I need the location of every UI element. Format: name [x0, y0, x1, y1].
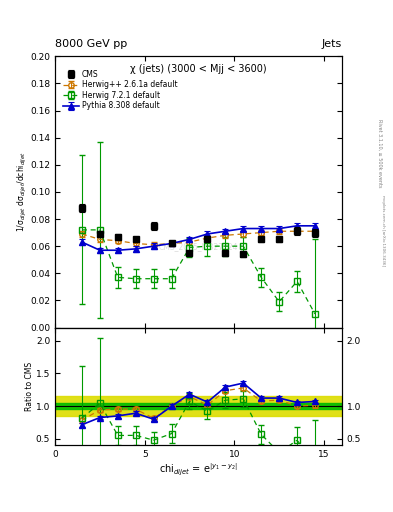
- Text: 8000 GeV pp: 8000 GeV pp: [55, 38, 127, 49]
- Text: mcplots.cern.ch [arXiv:1306.3436]: mcplots.cern.ch [arXiv:1306.3436]: [381, 195, 385, 266]
- Bar: [55, 396, 342, 416]
- X-axis label: chi$_{dijet}$ = e$^{|y_1 - y_2|}$: chi$_{dijet}$ = e$^{|y_1 - y_2|}$: [159, 462, 238, 478]
- Text: Jets: Jets: [321, 38, 342, 49]
- Bar: [55, 403, 342, 410]
- Text: CMS_2015_I1327224: CMS_2015_I1327224: [159, 242, 238, 251]
- Text: Rivet 3.1.10, ≥ 500k events: Rivet 3.1.10, ≥ 500k events: [377, 119, 382, 188]
- Text: χ (jets) (3000 < Mjj < 3600): χ (jets) (3000 < Mjj < 3600): [130, 65, 267, 74]
- Y-axis label: 1/σ$_{dijet}$ dσ$_{dijet}$/dchi$_{dijet}$: 1/σ$_{dijet}$ dσ$_{dijet}$/dchi$_{dijet}…: [16, 152, 29, 232]
- Y-axis label: Ratio to CMS: Ratio to CMS: [26, 362, 35, 411]
- Legend: CMS, Herwig++ 2.6.1a default, Herwig 7.2.1 default, Pythia 8.308 default: CMS, Herwig++ 2.6.1a default, Herwig 7.2…: [62, 68, 179, 112]
